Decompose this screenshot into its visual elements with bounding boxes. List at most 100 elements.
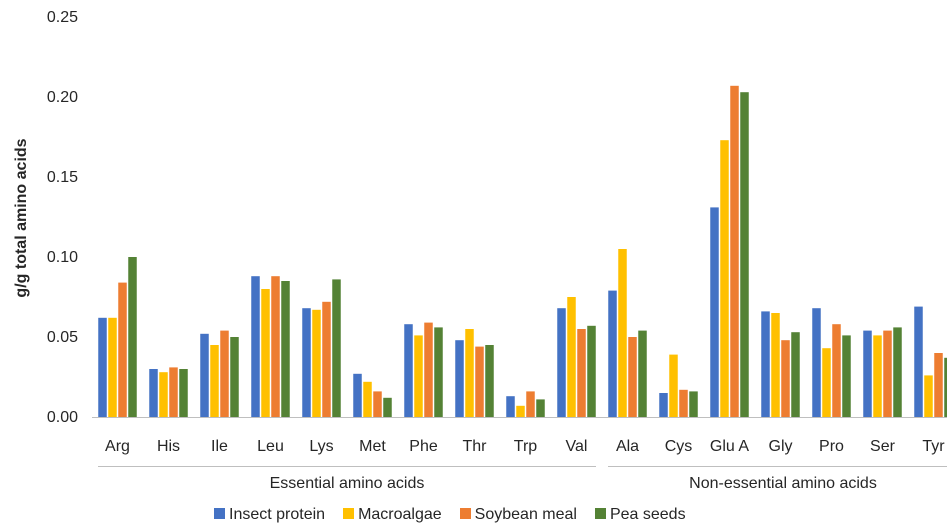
- bar-pea-seeds-cys: [689, 391, 698, 417]
- bar-macroalgae-gly: [771, 313, 780, 417]
- legend-item: Soybean meal: [459, 504, 577, 526]
- bar-insect-protein-trp: [506, 396, 515, 417]
- bar-macroalgae-cys: [669, 354, 678, 417]
- bar-macroalgae-val: [567, 297, 576, 417]
- x-tick-label: Tyr: [922, 438, 945, 455]
- bar-insect-protein-arg: [98, 317, 107, 417]
- bar-pea-seeds-arg: [128, 257, 137, 417]
- legend-label: Insect protein: [229, 506, 326, 523]
- x-tick-label: Glu A: [710, 438, 749, 455]
- bar-soybean-meal-ile: [220, 330, 229, 417]
- x-tick-label: Ala: [616, 438, 639, 455]
- legend-swatch: [459, 508, 471, 519]
- x-tick-label: Met: [359, 438, 386, 455]
- y-axis-title: g/g total amino acids: [13, 138, 30, 297]
- bar-soybean-meal-thr: [475, 346, 484, 417]
- legend-item: Macroalgae: [343, 504, 442, 526]
- bar-soybean-meal-met: [373, 391, 382, 417]
- bar-pea-seeds-tyr: [944, 357, 947, 417]
- bar-pea-seeds-lys: [332, 279, 341, 417]
- bar-insect-protein-lys: [302, 308, 311, 417]
- x-tick-label: Pro: [819, 438, 844, 455]
- x-tick-label: Phe: [409, 438, 438, 455]
- y-tick-label: 0.05: [47, 329, 78, 346]
- legend-label: Pea seeds: [609, 506, 686, 523]
- bar-macroalgae-thr: [465, 329, 474, 417]
- bar-macroalgae-pro: [822, 348, 831, 417]
- bar-insect-protein-gly: [761, 311, 770, 417]
- x-tick-label: Thr: [463, 438, 488, 455]
- bar-insect-protein-met: [353, 373, 362, 417]
- bar-macroalgae-trp: [516, 405, 525, 417]
- bar-macroalgae-phe: [414, 335, 423, 417]
- bar-soybean-meal-ser: [883, 330, 892, 417]
- bar-macroalgae-arg: [108, 317, 117, 417]
- bar-soybean-meal-leu: [271, 276, 280, 417]
- bar-insect-protein-his: [149, 369, 158, 417]
- bar-insect-protein-tyr: [914, 306, 923, 417]
- bar-macroalgae-ala: [618, 249, 627, 417]
- bar-macroalgae-tyr: [924, 375, 933, 417]
- bar-pea-seeds-met: [383, 397, 392, 417]
- category-group-label: Essential amino acids: [270, 475, 425, 492]
- bar-macroalgae-met: [363, 381, 372, 417]
- x-tick-label: Gly: [769, 438, 793, 455]
- bar-macroalgae-ile: [210, 345, 219, 417]
- bar-insect-protein-val: [557, 308, 566, 417]
- bar-insect-protein-cys: [659, 393, 668, 417]
- bar-soybean-meal-cys: [679, 389, 688, 417]
- y-tick-label: 0.15: [47, 169, 78, 186]
- bar-pea-seeds-his: [179, 369, 188, 417]
- bar-pea-seeds-glu-a: [740, 92, 749, 417]
- bar-macroalgae-ser: [873, 335, 882, 417]
- bar-macroalgae-his: [159, 372, 168, 417]
- chart-legend: Insect protein Macroalgae Soybean meal Pea …: [0, 504, 947, 528]
- y-tick-label: 0.25: [47, 9, 78, 26]
- bar-pea-seeds-ile: [230, 337, 239, 417]
- x-tick-label: Ile: [211, 438, 228, 455]
- bar-insect-protein-glu-a: [710, 207, 719, 417]
- bar-pea-seeds-gly: [791, 332, 800, 417]
- x-tick-label: Trp: [514, 438, 538, 455]
- bar-macroalgae-lys: [312, 309, 321, 417]
- amino-acid-bar-chart: g/g total amino acids 0.00 0.05 0.10 0.15 0.…: [13, 9, 947, 492]
- legend-item: Pea seeds: [594, 504, 686, 526]
- bar-insect-protein-ile: [200, 333, 209, 417]
- y-tick-label: 0.10: [47, 249, 78, 266]
- bar-pea-seeds-thr: [485, 345, 494, 417]
- bar-soybean-meal-phe: [424, 322, 433, 417]
- x-tick-label: Ser: [870, 438, 896, 455]
- legend-label: Soybean meal: [474, 506, 577, 523]
- bar-soybean-meal-his: [169, 367, 178, 417]
- x-tick-label: Val: [566, 438, 588, 455]
- category-group-label: Non-essential amino acids: [689, 475, 877, 492]
- x-tick-label: Arg: [105, 438, 130, 455]
- bar-soybean-meal-glu-a: [730, 85, 739, 418]
- y-tick-label: 0.00: [47, 409, 78, 426]
- bar-soybean-meal-trp: [526, 391, 535, 417]
- bar-soybean-meal-gly: [781, 340, 790, 417]
- bar-pea-seeds-trp: [536, 399, 545, 417]
- bar-pea-seeds-ser: [893, 327, 902, 417]
- bar-insect-protein-ser: [863, 330, 872, 417]
- bar-insect-protein-leu: [251, 276, 260, 417]
- x-tick-label: Leu: [257, 438, 284, 455]
- bar-soybean-meal-arg: [118, 282, 127, 417]
- bar-insect-protein-ala: [608, 290, 617, 417]
- legend-item: Insect protein: [214, 504, 325, 526]
- bar-pea-seeds-leu: [281, 281, 290, 417]
- bar-pea-seeds-pro: [842, 335, 851, 417]
- bar-soybean-meal-lys: [322, 301, 331, 417]
- legend-label: Macroalgae: [358, 506, 442, 523]
- x-tick-label: His: [157, 438, 180, 455]
- bar-macroalgae-glu-a: [720, 140, 729, 417]
- bar-soybean-meal-ala: [628, 337, 637, 417]
- bar-insect-protein-phe: [404, 324, 413, 417]
- bar-insect-protein-pro: [812, 308, 821, 417]
- legend-swatch: [594, 508, 606, 519]
- legend-swatch: [343, 508, 355, 519]
- bar-macroalgae-leu: [261, 289, 270, 417]
- bar-soybean-meal-val: [577, 329, 586, 417]
- legend-swatch: [214, 508, 225, 519]
- bar-soybean-meal-pro: [832, 324, 841, 417]
